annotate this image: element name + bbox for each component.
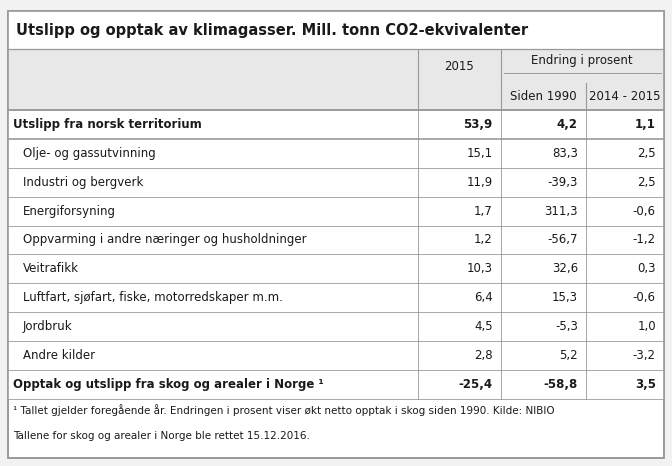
Bar: [8, 370, 664, 399]
Text: Energiforsyning: Energiforsyning: [23, 205, 116, 218]
Text: Industri og bergverk: Industri og bergverk: [23, 176, 143, 189]
Text: Siden 1990: Siden 1990: [510, 90, 577, 103]
Text: 15,1: 15,1: [466, 147, 493, 160]
Bar: [8, 139, 664, 168]
Text: 2,5: 2,5: [637, 147, 656, 160]
Text: 6,4: 6,4: [474, 291, 493, 304]
Text: -0,6: -0,6: [633, 205, 656, 218]
Bar: [8, 254, 664, 283]
Text: 0,3: 0,3: [637, 262, 656, 275]
Text: Veitrafikk: Veitrafikk: [23, 262, 79, 275]
Text: Andre kilder: Andre kilder: [23, 349, 95, 362]
Text: -25,4: -25,4: [458, 378, 493, 391]
Text: -1,2: -1,2: [633, 233, 656, 247]
Text: Utslipp og opptak av klimagasser. Mill. tonn CO2-ekvivalenter: Utslipp og opptak av klimagasser. Mill. …: [16, 23, 528, 38]
Text: -0,6: -0,6: [633, 291, 656, 304]
Text: 1,2: 1,2: [474, 233, 493, 247]
Bar: [8, 197, 664, 226]
Text: 2014 - 2015: 2014 - 2015: [589, 90, 661, 103]
Text: 311,3: 311,3: [544, 205, 578, 218]
Text: 4,5: 4,5: [474, 320, 493, 333]
Bar: [8, 341, 664, 370]
Text: 1,7: 1,7: [474, 205, 493, 218]
Text: 2,5: 2,5: [637, 176, 656, 189]
Text: 5,2: 5,2: [559, 349, 578, 362]
Bar: [8, 312, 664, 341]
Bar: [8, 83, 664, 110]
Text: Olje- og gassutvinning: Olje- og gassutvinning: [23, 147, 156, 160]
Text: Endring i prosent: Endring i prosent: [532, 54, 633, 67]
Text: 10,3: 10,3: [466, 262, 493, 275]
Bar: [8, 283, 664, 312]
Bar: [8, 49, 664, 83]
Text: 3,5: 3,5: [635, 378, 656, 391]
Text: ¹ Tallet gjelder foregående år. Endringen i prosent viser økt netto opptak i sko: ¹ Tallet gjelder foregående år. Endringe…: [13, 404, 555, 417]
Text: -3,2: -3,2: [633, 349, 656, 362]
Bar: [8, 110, 664, 139]
Text: Opptak og utslipp fra skog og arealer i Norge ¹: Opptak og utslipp fra skog og arealer i …: [13, 378, 324, 391]
Text: Luftfart, sjøfart, fiske, motorredskaper m.m.: Luftfart, sjøfart, fiske, motorredskaper…: [23, 291, 283, 304]
Text: -5,3: -5,3: [555, 320, 578, 333]
Text: 32,6: 32,6: [552, 262, 578, 275]
Bar: [8, 168, 664, 197]
Text: Tallene for skog og arealer i Norge ble rettet 15.12.2016.: Tallene for skog og arealer i Norge ble …: [13, 431, 310, 441]
Bar: [8, 226, 664, 254]
Text: -56,7: -56,7: [548, 233, 578, 247]
Text: Utslipp fra norsk territorium: Utslipp fra norsk territorium: [13, 118, 202, 131]
Text: Oppvarming i andre næringer og husholdninger: Oppvarming i andre næringer og husholdni…: [23, 233, 306, 247]
Text: 11,9: 11,9: [466, 176, 493, 189]
Bar: [8, 11, 664, 49]
Text: 2,8: 2,8: [474, 349, 493, 362]
Text: 1,1: 1,1: [635, 118, 656, 131]
Text: Jordbruk: Jordbruk: [23, 320, 73, 333]
Text: 1,0: 1,0: [637, 320, 656, 333]
Text: -58,8: -58,8: [544, 378, 578, 391]
Text: 2015: 2015: [444, 60, 474, 73]
Text: 53,9: 53,9: [463, 118, 493, 131]
Text: 83,3: 83,3: [552, 147, 578, 160]
Text: -39,3: -39,3: [548, 176, 578, 189]
Text: 15,3: 15,3: [552, 291, 578, 304]
Text: 4,2: 4,2: [557, 118, 578, 131]
